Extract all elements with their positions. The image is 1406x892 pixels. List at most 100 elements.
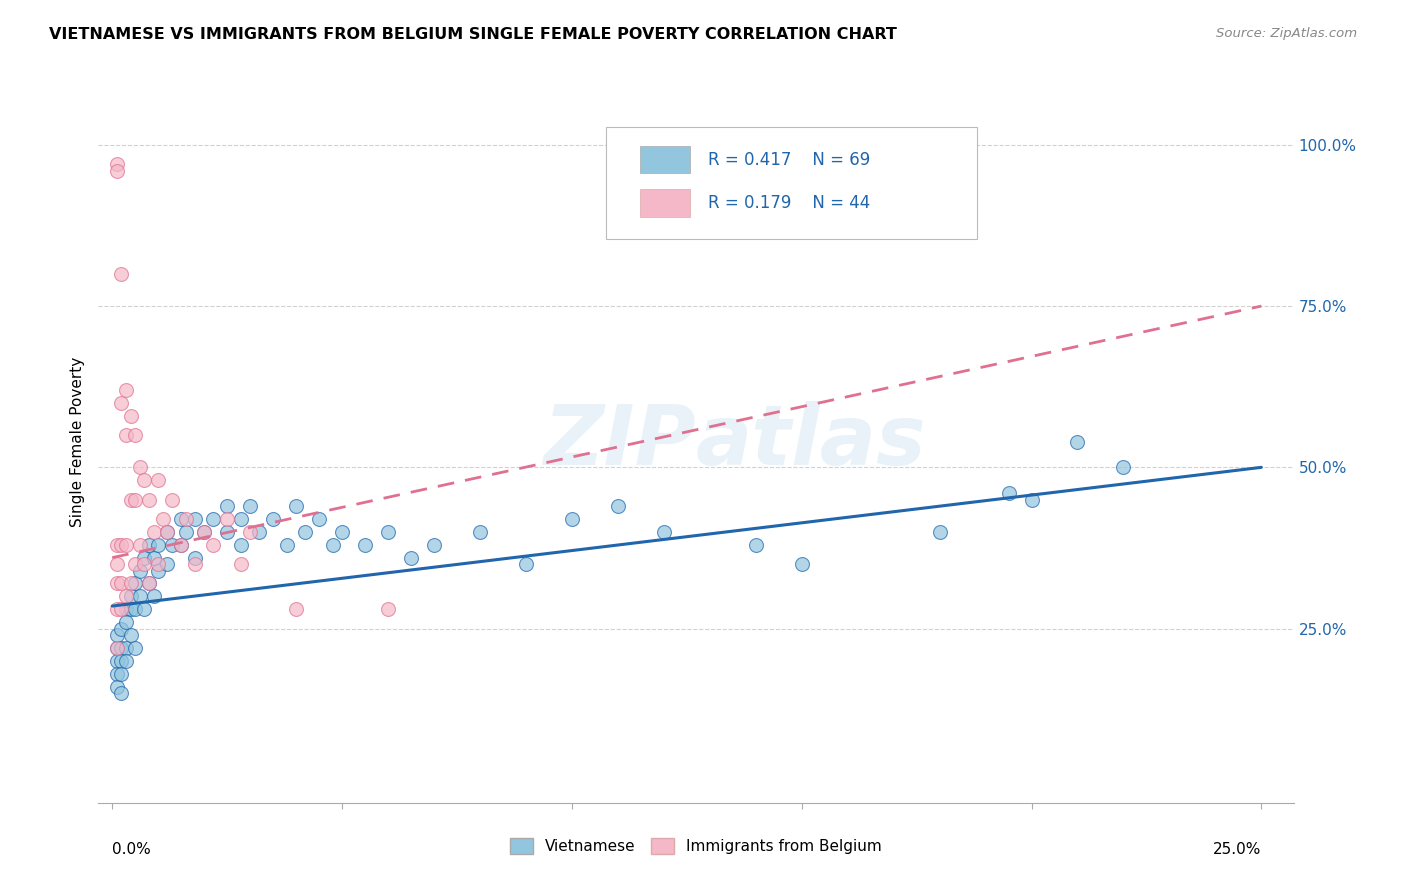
Point: [156, 524, 179, 539]
Point: [928, 524, 950, 539]
Point: [354, 538, 377, 552]
Text: Source: ZipAtlas.com: Source: ZipAtlas.com: [1216, 27, 1357, 40]
Point: [110, 267, 132, 281]
Point: [399, 550, 422, 565]
Point: [105, 680, 128, 694]
Point: [115, 538, 138, 552]
Point: [174, 512, 197, 526]
Point: [124, 492, 146, 507]
Point: [110, 654, 132, 668]
Point: [138, 538, 160, 552]
Point: [217, 524, 239, 539]
Point: [105, 602, 128, 616]
Point: [105, 538, 128, 552]
Point: [128, 460, 150, 475]
Point: [217, 499, 239, 513]
Point: [142, 550, 165, 565]
Point: [152, 512, 174, 526]
Point: [606, 499, 628, 513]
Point: [229, 557, 252, 571]
Point: [239, 524, 262, 539]
Point: [217, 512, 239, 526]
Point: [160, 538, 183, 552]
Point: [134, 602, 156, 616]
Point: [285, 602, 308, 616]
Point: [184, 550, 207, 565]
Point: [110, 622, 132, 636]
Point: [468, 524, 491, 539]
Point: [184, 512, 207, 526]
Point: [262, 512, 284, 526]
Point: [193, 524, 215, 539]
Point: [160, 492, 183, 507]
Point: [124, 640, 146, 655]
Point: [115, 590, 138, 604]
Point: [138, 576, 160, 591]
Point: [134, 557, 156, 571]
Point: [115, 428, 138, 442]
Point: [148, 473, 170, 487]
Point: [294, 524, 316, 539]
Point: [120, 409, 142, 423]
Point: [124, 576, 146, 591]
Point: [997, 486, 1019, 500]
Point: [239, 499, 262, 513]
Point: [174, 524, 197, 539]
FancyBboxPatch shape: [640, 189, 690, 217]
Point: [229, 538, 252, 552]
Point: [110, 640, 132, 655]
Point: [115, 383, 138, 397]
Point: [515, 557, 537, 571]
Point: [138, 576, 160, 591]
Point: [120, 576, 142, 591]
Point: [110, 396, 132, 410]
Point: [156, 524, 179, 539]
Point: [105, 157, 128, 171]
Text: 0.0%: 0.0%: [112, 842, 150, 856]
Point: [229, 512, 252, 526]
Point: [115, 640, 138, 655]
Point: [105, 640, 128, 655]
FancyBboxPatch shape: [606, 128, 977, 239]
Point: [148, 564, 170, 578]
Point: [128, 590, 150, 604]
Point: [110, 576, 132, 591]
Point: [120, 628, 142, 642]
Point: [202, 538, 225, 552]
Point: [652, 524, 675, 539]
Point: [120, 492, 142, 507]
Point: [105, 557, 128, 571]
Point: [184, 557, 207, 571]
FancyBboxPatch shape: [640, 146, 690, 173]
Point: [247, 524, 270, 539]
Point: [110, 686, 132, 700]
Text: atlas: atlas: [696, 401, 927, 482]
Point: [276, 538, 298, 552]
Point: [745, 538, 768, 552]
Point: [134, 473, 156, 487]
Legend: Vietnamese, Immigrants from Belgium: Vietnamese, Immigrants from Belgium: [503, 832, 889, 860]
Point: [322, 538, 344, 552]
Point: [142, 524, 165, 539]
Point: [170, 512, 193, 526]
Point: [170, 538, 193, 552]
Point: [134, 550, 156, 565]
Point: [142, 590, 165, 604]
Point: [115, 654, 138, 668]
Point: [115, 615, 138, 630]
Point: [148, 538, 170, 552]
Point: [105, 576, 128, 591]
Point: [423, 538, 446, 552]
Point: [202, 512, 225, 526]
Text: ZIP: ZIP: [543, 401, 696, 482]
Point: [790, 557, 813, 571]
Point: [124, 557, 146, 571]
Point: [138, 492, 160, 507]
Point: [120, 602, 142, 616]
Point: [105, 666, 128, 681]
Point: [330, 524, 353, 539]
Text: R = 0.417    N = 69: R = 0.417 N = 69: [709, 151, 870, 169]
Text: VIETNAMESE VS IMMIGRANTS FROM BELGIUM SINGLE FEMALE POVERTY CORRELATION CHART: VIETNAMESE VS IMMIGRANTS FROM BELGIUM SI…: [49, 27, 897, 42]
Point: [1066, 434, 1088, 449]
Point: [1021, 492, 1043, 507]
